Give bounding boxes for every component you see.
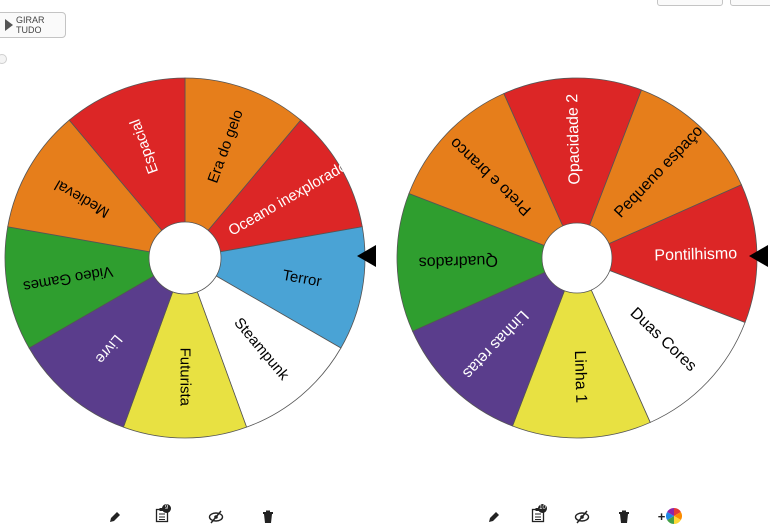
- spin-all-label: GIRAR TUDO: [16, 15, 45, 35]
- entries-button[interactable]: 10: [528, 504, 548, 524]
- wheel-segment: [184, 257, 342, 428]
- play-icon: [5, 19, 13, 31]
- wheel-segment: [122, 256, 248, 439]
- wheel-segment: [4, 226, 187, 349]
- wheel-segment-label: Opacidade 2: [564, 94, 583, 185]
- wheel-segment: [576, 257, 746, 423]
- hide-button[interactable]: [572, 508, 592, 526]
- wheel-segment: [68, 77, 186, 260]
- delete-button[interactable]: [614, 508, 634, 526]
- entries-badge: 9: [162, 504, 171, 513]
- wheel-right-pointer: [749, 245, 768, 267]
- wheel-segment: [503, 77, 643, 260]
- eye-slash-icon: [574, 510, 590, 524]
- pencil-icon: [489, 512, 499, 522]
- top-action-button-2[interactable]: [730, 0, 770, 6]
- wheel-segment: [408, 93, 578, 259]
- trash-icon: [263, 510, 273, 523]
- spin-all-button[interactable]: GIRAR TUDO: [0, 12, 66, 38]
- entries-badge: 10: [538, 504, 547, 513]
- wheel-segment: [183, 119, 363, 259]
- wheel-hub[interactable]: [541, 222, 613, 294]
- wheel-segment-label: Linha 1: [571, 350, 589, 403]
- edit-button[interactable]: [105, 508, 125, 526]
- wheel-segment: [511, 256, 651, 439]
- wheel-segment: [28, 257, 186, 428]
- wheel-segment: [412, 257, 578, 427]
- wheel-left-pointer: [357, 245, 376, 267]
- wheel-segment-label: Quadrados: [418, 252, 498, 271]
- wheel-segment: [396, 192, 579, 332]
- hide-button[interactable]: [206, 508, 226, 526]
- wheel-segment: [576, 89, 742, 259]
- wheel-hub[interactable]: [148, 221, 222, 295]
- wheel-segment-label: Pontilhismo: [654, 245, 737, 264]
- entries-button[interactable]: 9: [152, 504, 172, 524]
- wheel-segment-label: Futurista: [177, 348, 194, 407]
- edit-button[interactable]: [484, 508, 504, 526]
- plus-icon: +: [657, 508, 666, 524]
- add-color-button[interactable]: +: [652, 507, 688, 525]
- wheel-segment: [184, 77, 302, 260]
- eye-slash-icon: [208, 510, 224, 524]
- color-wheel-icon: [666, 508, 683, 524]
- top-action-button[interactable]: [657, 0, 723, 6]
- pencil-icon: [110, 512, 120, 522]
- trash-icon: [619, 510, 629, 523]
- wheel-segment: [7, 119, 187, 259]
- wheel-right[interactable]: Opacidade 2 Pequeno espaçoPontilhismoDuas…: [396, 77, 758, 439]
- side-handle[interactable]: [0, 54, 7, 64]
- wheel-segment-label: Terror: [281, 267, 323, 291]
- wheel-segment: [183, 226, 366, 349]
- delete-button[interactable]: [258, 508, 278, 526]
